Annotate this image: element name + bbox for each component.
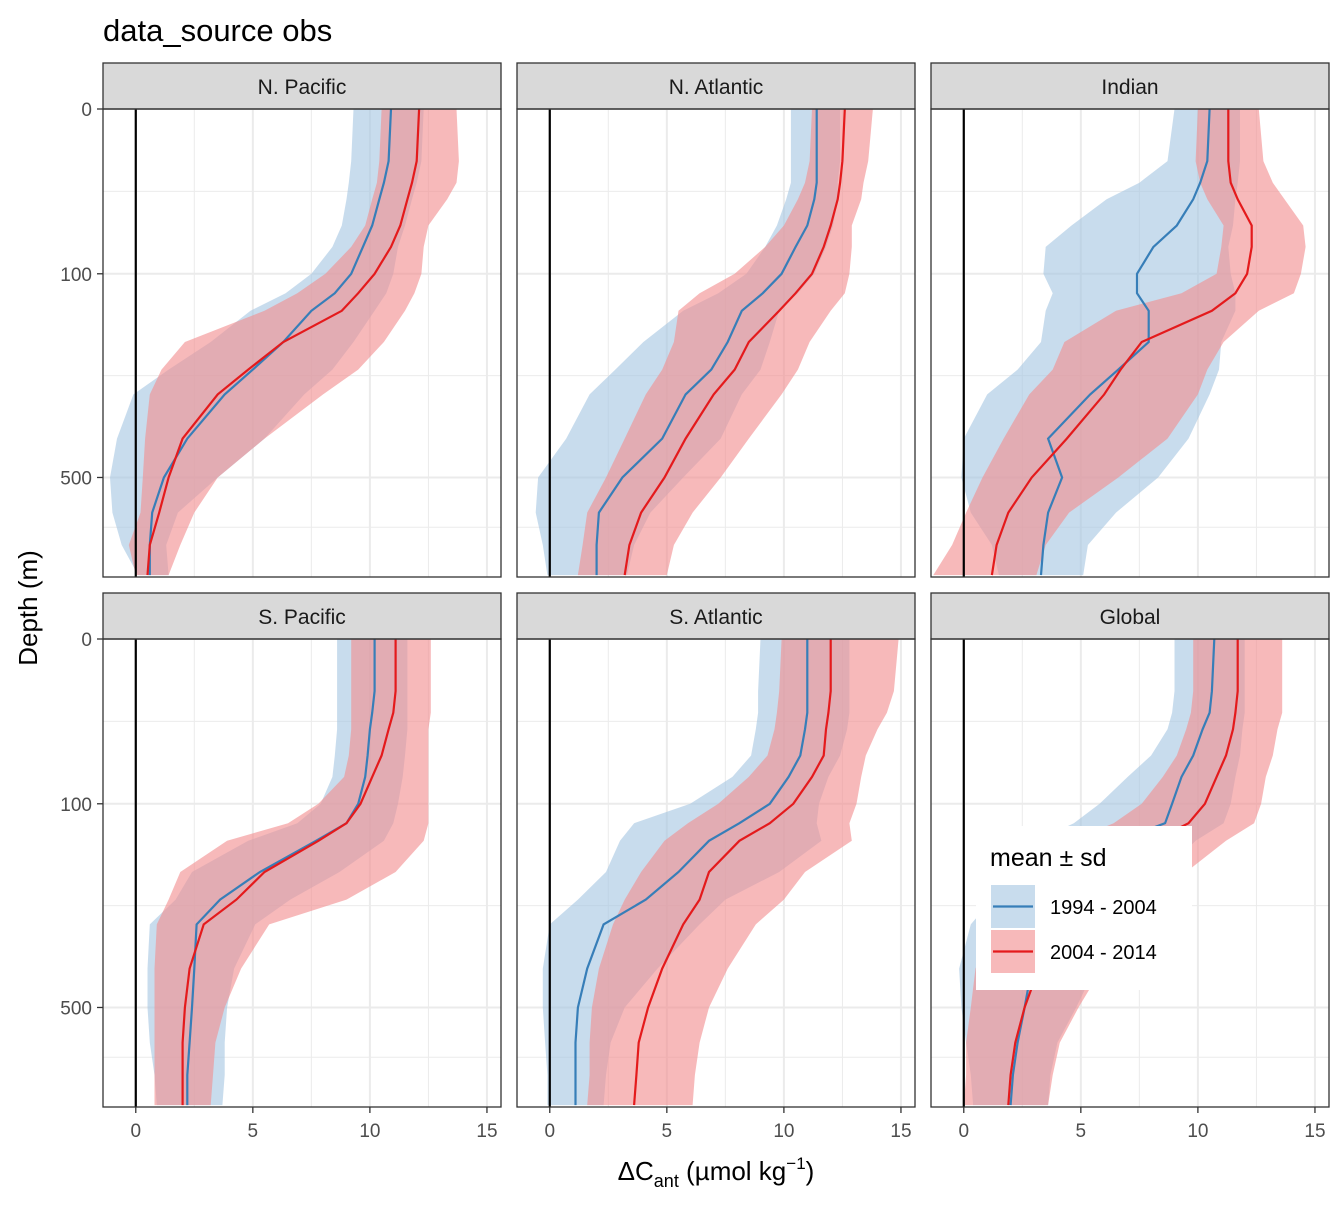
facet-strip bbox=[102, 592, 502, 640]
y-tick-label: 500 bbox=[60, 468, 92, 489]
mean-line-blue bbox=[186, 639, 376, 1106]
panel-n-pacific: N. Pacific 0 100 500 bbox=[60, 62, 502, 578]
x-tick-label: 5 bbox=[662, 1121, 673, 1142]
panel-indian: Indian bbox=[930, 62, 1330, 578]
mean-line-red bbox=[181, 639, 397, 1106]
y-tick-label: 100 bbox=[60, 795, 92, 816]
mean-line-blue bbox=[574, 639, 809, 1106]
legend-title: mean ± sd bbox=[990, 844, 1107, 872]
facet-label: S. Pacific bbox=[258, 606, 346, 629]
panel-data bbox=[933, 109, 1306, 577]
panel-border bbox=[930, 638, 1330, 1108]
x-tick-label: 5 bbox=[248, 1121, 259, 1142]
x-tick-label: 15 bbox=[890, 1121, 911, 1142]
x-tick-label: 10 bbox=[773, 1121, 794, 1142]
x-tick-label: 10 bbox=[359, 1121, 380, 1142]
x-axis-title-close: ) bbox=[806, 1156, 815, 1186]
facet-label: Indian bbox=[1101, 76, 1158, 99]
mean-line-red bbox=[990, 109, 1253, 576]
mean-line-blue bbox=[1039, 109, 1211, 576]
x-tick-label: 5 bbox=[1076, 1121, 1087, 1142]
panel-n-atlantic: N. Atlantic bbox=[516, 62, 916, 578]
panel-border bbox=[102, 108, 502, 578]
panel-border bbox=[930, 108, 1330, 578]
facet-label: N. Pacific bbox=[258, 76, 347, 99]
y-axis-title: Depth (m) bbox=[13, 550, 43, 666]
legend: mean ± sd 1994 - 2004 2004 - 2014 bbox=[976, 826, 1192, 990]
x-axis-title-sub: ant bbox=[654, 1171, 679, 1191]
mean-line-red bbox=[623, 109, 846, 576]
x-axis-title-main: ΔC bbox=[618, 1156, 654, 1186]
chart-title: data_source obs bbox=[103, 13, 332, 48]
x-axis-title-sup: −1 bbox=[786, 1154, 805, 1173]
panel-border bbox=[516, 638, 916, 1108]
legend-label: 1994 - 2004 bbox=[1050, 897, 1157, 919]
panel-border bbox=[102, 638, 502, 1108]
x-tick-label: 0 bbox=[544, 1121, 555, 1142]
x-tick-label: 0 bbox=[958, 1121, 969, 1142]
x-tick-label: 10 bbox=[1187, 1121, 1208, 1142]
y-tick-label: 0 bbox=[81, 100, 92, 121]
x-tick-label: 15 bbox=[476, 1121, 497, 1142]
panel-data bbox=[134, 639, 431, 1107]
x-axis-title: ΔCant (µmol kg−1) bbox=[618, 1154, 815, 1191]
sd-ribbon-red bbox=[128, 109, 459, 576]
panel-data bbox=[542, 639, 899, 1107]
facet-strip bbox=[930, 62, 1330, 110]
facet-label: Global bbox=[1100, 606, 1161, 629]
x-tick-label: 0 bbox=[130, 1121, 141, 1142]
panel-data bbox=[110, 109, 459, 577]
legend-label: 2004 - 2014 bbox=[1050, 942, 1157, 964]
facet-strip bbox=[516, 62, 916, 110]
facet-label: N. Atlantic bbox=[669, 76, 764, 99]
panel-s-pacific: S. Pacific 0 100 500 0 5 10 15 bbox=[60, 592, 502, 1142]
sd-ribbon-red bbox=[587, 639, 899, 1106]
panel-data bbox=[535, 109, 873, 577]
mean-line-blue bbox=[148, 109, 393, 576]
y-tick-label: 100 bbox=[60, 265, 92, 286]
mean-line-red bbox=[146, 109, 421, 576]
mean-line-red bbox=[633, 639, 832, 1106]
facet-strip bbox=[102, 62, 502, 110]
x-tick-label: 15 bbox=[1304, 1121, 1325, 1142]
x-axis-title-unit: (µmol kg bbox=[679, 1156, 786, 1186]
mean-line-blue bbox=[595, 109, 818, 576]
facet-strip bbox=[516, 592, 916, 640]
y-tick-label: 0 bbox=[81, 630, 92, 651]
facet-label: S. Atlantic bbox=[669, 606, 762, 629]
sd-ribbon-red bbox=[154, 639, 431, 1106]
panel-border bbox=[516, 108, 916, 578]
y-tick-label: 500 bbox=[60, 998, 92, 1019]
panel-s-atlantic: S. Atlantic 0 5 10 15 bbox=[516, 592, 916, 1142]
sd-ribbon-red bbox=[577, 109, 873, 576]
sd-ribbon-red bbox=[933, 109, 1306, 576]
